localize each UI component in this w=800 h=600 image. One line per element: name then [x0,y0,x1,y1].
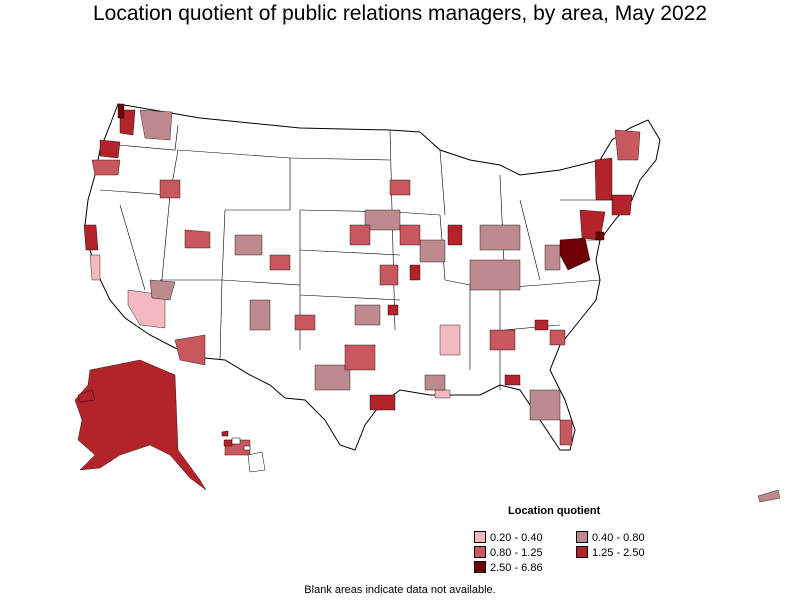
legend-label: 2.50 - 6.86 [490,562,543,574]
legend-label: 0.20 - 0.40 [490,532,543,544]
legend-label: 1.25 - 2.50 [592,547,645,559]
map-title: Location quotient of public relations ma… [92,2,708,25]
alaska-shape [74,359,207,491]
legend-label: 0.40 - 0.80 [592,532,645,544]
legend-swatch [576,531,588,543]
legend-swatch [474,561,486,573]
legend-item: 2.50 - 6.86 [474,561,543,575]
legend-label: 0.80 - 1.25 [490,547,543,559]
area-shapes [74,103,781,503]
us-outline [84,103,661,451]
footnote: Blank areas indicate data not available. [304,584,496,596]
legend-swatch [576,546,588,558]
hawaii-shape [221,430,266,473]
legend-title: Location quotient [508,505,601,517]
legend-swatch [474,546,486,558]
legend-item: 0.20 - 0.40 [474,531,543,545]
legend-item: 0.80 - 1.25 [474,546,543,560]
legend-swatch [474,531,486,543]
legend-item: 1.25 - 2.50 [576,546,645,560]
legend-item: 0.40 - 0.80 [576,531,645,545]
